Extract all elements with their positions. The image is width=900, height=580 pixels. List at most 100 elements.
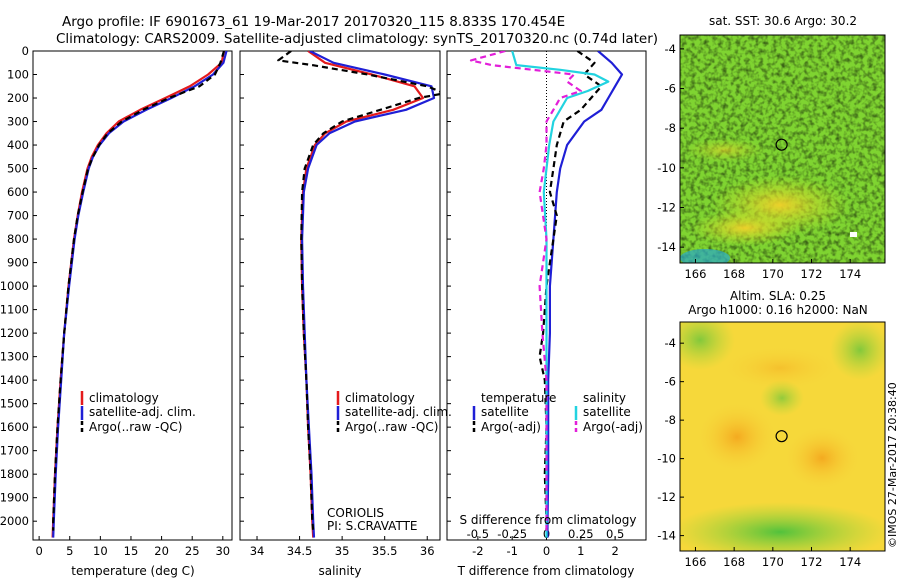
- lon-tick-label: 172: [801, 267, 823, 281]
- difference-series: [469, 51, 624, 538]
- sst-warm-patch: [685, 138, 765, 162]
- sst-warm-patch: [690, 210, 800, 246]
- legend-satellite-label: satellite-adj. clim.: [89, 405, 196, 419]
- depth-tick-label: 1400: [0, 373, 29, 387]
- lat-tick-label: -14: [657, 529, 676, 543]
- x-tick-label: -1: [506, 544, 517, 558]
- sla-map-axes: 166 168 170 172 174 -4 -6 -8 -10 -12 -14: [657, 336, 861, 569]
- sla-low-patch: [760, 380, 804, 416]
- x-tick-label: 30: [215, 544, 230, 558]
- s-diff-tick-label: 0.25: [568, 527, 594, 541]
- depth-tick-label: 1600: [0, 420, 29, 434]
- climatology-line: [51, 51, 226, 538]
- legend-temperature-title: temperature: [481, 391, 556, 405]
- sst-heatmap: [680, 35, 885, 263]
- legend-climatology-label: climatology: [89, 391, 159, 405]
- legend-s-satellite-label: satellite: [583, 405, 631, 419]
- lat-tick-label: -6: [665, 375, 676, 389]
- lon-tick-label: 168: [723, 267, 745, 281]
- depth-tick-label: 800: [7, 232, 29, 246]
- sst-missing-pixel: [850, 232, 857, 237]
- imos-timestamp: ©IMOS 27-Mar-2017 20:38:40: [886, 382, 899, 548]
- x-tick-label: 15: [124, 544, 139, 558]
- depth-tick-label: 1000: [0, 279, 29, 293]
- legend-t-satellite-label: satellite: [481, 405, 529, 419]
- temperature-axis-label: temperature (deg C): [71, 564, 194, 578]
- legend-s-argo-label: Argo(-adj): [583, 420, 643, 434]
- lon-tick-label: 170: [762, 267, 784, 281]
- legend-argo-label: Argo(..raw -QC): [345, 420, 438, 434]
- sla-low-patch: [830, 322, 885, 380]
- legend-salinity-title: salinity: [583, 391, 626, 405]
- x-tick-label: -2: [472, 544, 483, 558]
- s-diff-tick-label: -0.25: [497, 527, 527, 541]
- depth-tick-label: 600: [7, 185, 29, 199]
- s-diff-tick-label: 0.5: [606, 527, 624, 541]
- s-difference-axis-label: S difference from climatology: [460, 513, 637, 527]
- depth-tick-label: 900: [7, 256, 29, 270]
- depth-tick-label: 2000: [0, 514, 29, 528]
- lat-tick-label: -12: [657, 490, 676, 504]
- depth-tick-label: 200: [7, 91, 29, 105]
- argo-adj--line: [469, 51, 582, 531]
- salinity-axis-label: salinity: [318, 564, 361, 578]
- depth-tick-label: 500: [7, 162, 29, 176]
- x-tick-label: 2: [611, 544, 618, 558]
- depth-tick-label: 100: [7, 68, 29, 82]
- sst-argo-position-marker: [775, 138, 788, 151]
- sla-high-patch: [697, 402, 777, 472]
- x-tick-label: 10: [93, 544, 108, 558]
- sst-map-title: sat. SST: 30.6 Argo: 30.2: [709, 14, 857, 28]
- argo-raw-qc--line: [52, 51, 226, 531]
- lat-tick-label: -4: [665, 42, 676, 56]
- temperature-panel-frame: [32, 50, 233, 541]
- t-difference-x-axis: -2 -1 0 1 2: [472, 536, 619, 558]
- sla-high-patch: [720, 346, 840, 390]
- lat-tick-label: -6: [665, 82, 676, 96]
- depth-tick-label: 0: [22, 44, 29, 58]
- lat-tick-label: -8: [665, 121, 676, 135]
- lon-tick-label: 166: [684, 555, 706, 569]
- lat-tick-label: -10: [657, 161, 676, 175]
- lat-tick-label: -14: [657, 240, 676, 254]
- sst-map-axes: 166 168 170 172 174 -4 -6 -8 -10 -12 -14: [657, 42, 861, 281]
- lon-tick-label: 168: [723, 555, 745, 569]
- lon-tick-label: 166: [684, 267, 706, 281]
- x-tick-label: 1: [577, 544, 584, 558]
- legend-climatology-label: climatology: [345, 391, 415, 405]
- lon-tick-label: 170: [762, 555, 784, 569]
- x-tick-label: 34.5: [287, 544, 313, 558]
- legend-argo-label: Argo(..raw -QC): [89, 420, 182, 434]
- s-diff-tick-label: -0.5: [467, 527, 489, 541]
- x-tick-label: 35: [335, 544, 350, 558]
- x-tick-label: 25: [185, 544, 200, 558]
- sla-map-title: Altim. SLA: 0.25: [730, 289, 826, 303]
- satellite-adj-clim--line: [301, 51, 436, 538]
- lat-tick-label: -8: [665, 413, 676, 427]
- depth-tick-label: 1700: [0, 444, 29, 458]
- sla-high-patch: [784, 426, 860, 490]
- salinity-legend: climatology satellite-adj. clim. Argo(..…: [336, 391, 452, 435]
- lat-tick-label: -10: [657, 452, 676, 466]
- lon-tick-label: 172: [801, 555, 823, 569]
- pi-label: PI: S.CRAVATTE: [327, 519, 418, 533]
- x-tick-label: 5: [66, 544, 73, 558]
- depth-tick-label: 300: [7, 115, 29, 129]
- depth-tick-label: 1800: [0, 467, 29, 481]
- temperature-legend: climatology satellite-adj. clim. Argo(..…: [80, 391, 196, 435]
- salinity-x-axis: 34 34.5 35 35.5 36: [250, 536, 435, 558]
- x-tick-label: 34: [250, 544, 265, 558]
- x-tick-label: 20: [154, 544, 169, 558]
- temperature-x-axis: 0 5 10 15 20 25 30: [35, 536, 230, 558]
- depth-tick-label: 1100: [0, 303, 29, 317]
- depth-tick-label: 700: [7, 209, 29, 223]
- temperature-series: [51, 51, 228, 538]
- sla-low-patch: [680, 322, 735, 370]
- sst-map-frame: [679, 34, 886, 264]
- sla-low-patch: [680, 502, 885, 551]
- depth-tick-label: 1200: [0, 326, 29, 340]
- lon-tick-label: 174: [839, 267, 861, 281]
- salinity-series: [277, 51, 440, 538]
- coriolis-label: CORIOLIS: [327, 506, 384, 520]
